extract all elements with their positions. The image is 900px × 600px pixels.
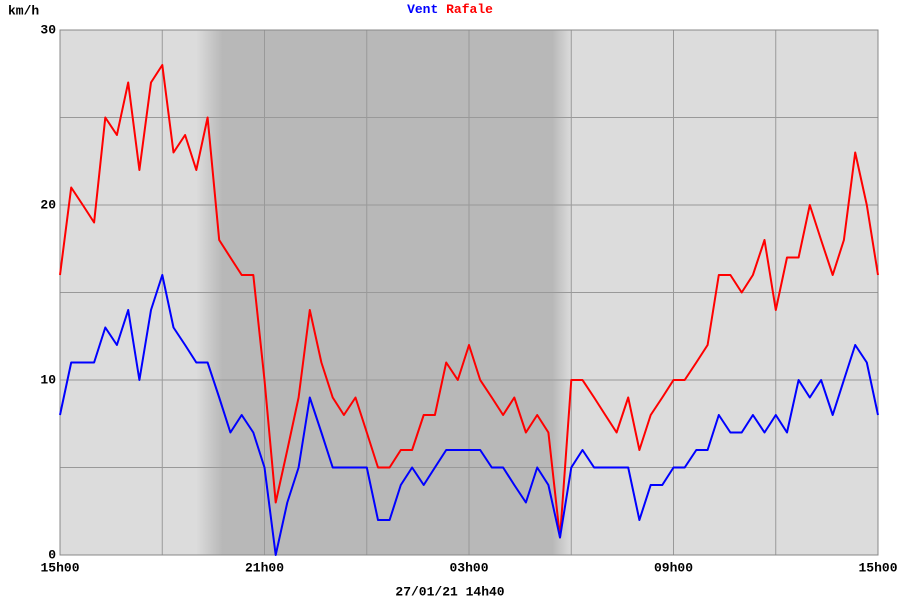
footer: 27/01/21 14h40 (395, 584, 504, 599)
labels-layer: 0 10 20 30 15h00 21h00 03h00 09h00 15h00 (40, 22, 897, 575)
y-tick-label: 10 (40, 372, 56, 387)
x-tick-label: 21h00 (245, 560, 284, 575)
x-tick-label: 09h00 (654, 560, 693, 575)
legend-entry: Rafale (446, 2, 493, 17)
lines-layer (59, 64, 879, 556)
y-tick-label: 0 (48, 547, 56, 562)
y-tick-label: 20 (40, 197, 56, 212)
series-line (59, 274, 879, 556)
x-tick-label: 03h00 (449, 560, 488, 575)
plot-border (59, 29, 879, 556)
grid-layer (59, 29, 879, 556)
legend: Vent Rafale (407, 2, 493, 17)
y-tick-label: 30 (40, 22, 56, 37)
series-line (59, 64, 879, 539)
legend-entry: Vent (407, 2, 438, 17)
x-tick-label: 15h00 (858, 560, 897, 575)
x-tick-label: 15h00 (40, 560, 79, 575)
y-axis-label: km/h (8, 3, 39, 18)
